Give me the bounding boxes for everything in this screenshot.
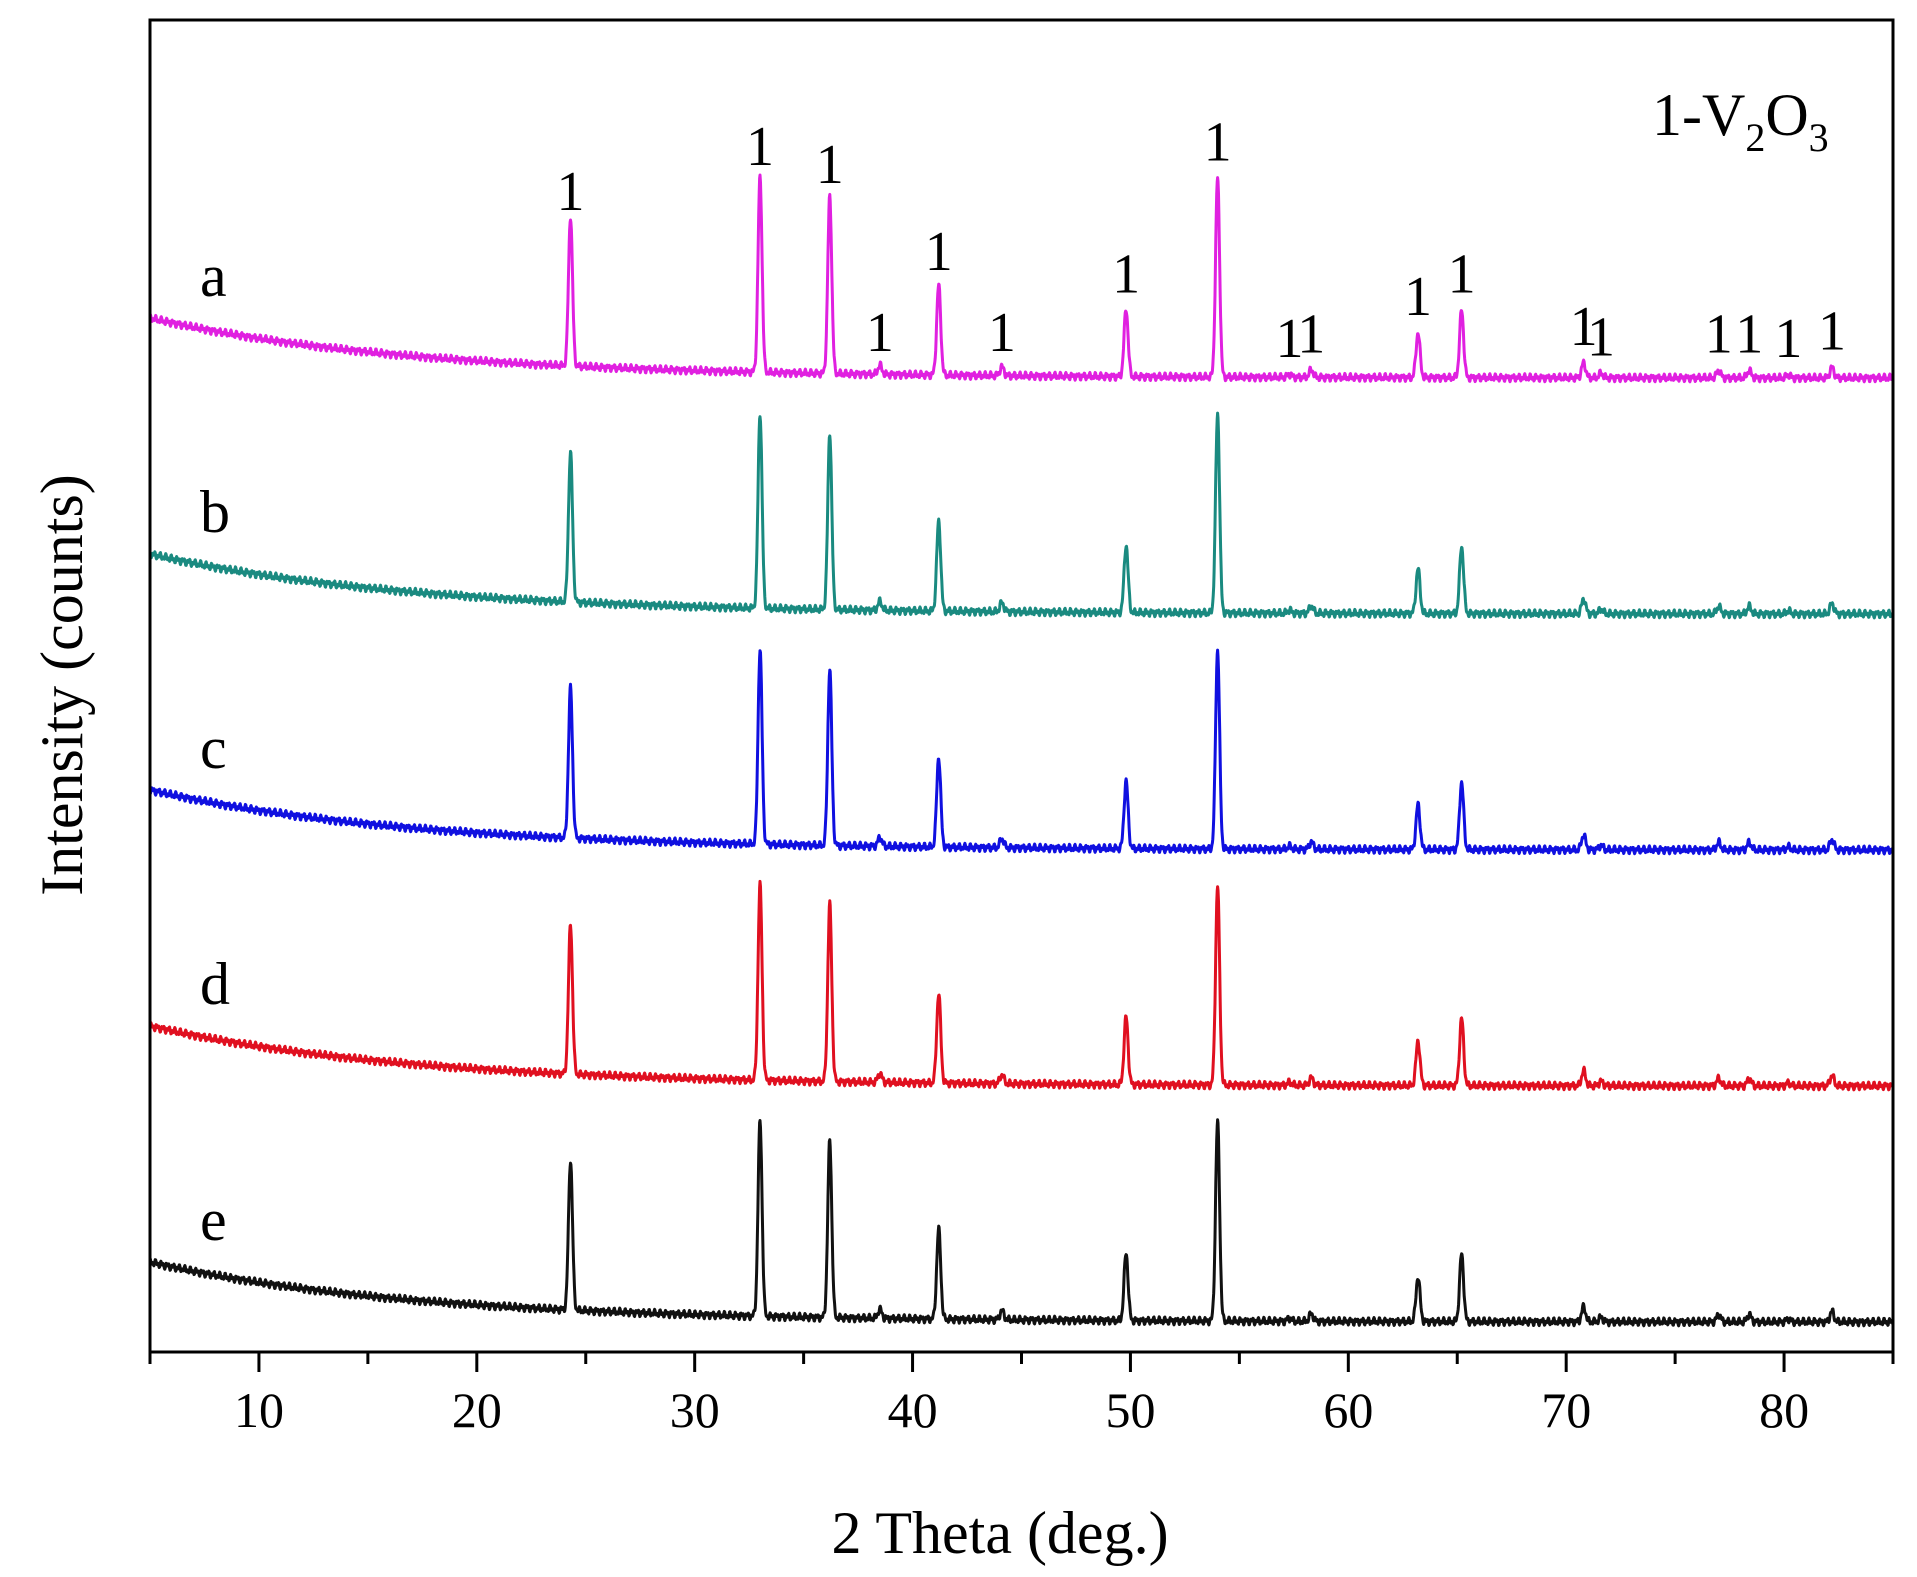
phase-legend-mid: O — [1765, 82, 1808, 148]
curve-a — [148, 173, 1895, 384]
x-tick-label: 50 — [1105, 1382, 1155, 1438]
peak-marker: 1 — [866, 302, 894, 364]
curve-label-b: b — [200, 479, 230, 545]
curve-d — [148, 879, 1895, 1092]
phase-legend-sub2: 3 — [1809, 115, 1829, 160]
x-tick-label: 10 — [234, 1382, 284, 1438]
curve-label-d: d — [200, 951, 230, 1017]
x-tick-label: 20 — [452, 1382, 502, 1438]
peak-marker: 1 — [816, 134, 844, 196]
x-tick-label: 30 — [670, 1382, 720, 1438]
x-tick-label: 60 — [1323, 1382, 1373, 1438]
phase-legend-base: -V — [1682, 82, 1745, 148]
phase-legend-sub1: 2 — [1745, 115, 1765, 160]
plot-frame — [148, 18, 1895, 1354]
peak-marker: 1 — [1275, 308, 1303, 370]
curve-labels: a b c d e — [200, 243, 230, 1253]
curve-c — [148, 648, 1895, 856]
peak-marker: 1 — [746, 116, 774, 178]
x-axis-title: 2 Theta (deg.) — [831, 1500, 1168, 1566]
x-tick-label: 40 — [888, 1382, 938, 1438]
curve-label-c: c — [200, 715, 227, 781]
peak-marker: 1 — [1818, 301, 1846, 363]
curve-group — [148, 173, 1895, 1328]
x-axis: 10 20 30 40 50 60 70 80 — [148, 1352, 1895, 1438]
x-tick-label: 70 — [1541, 1382, 1591, 1438]
peak-marker: 1 — [556, 161, 584, 223]
peak-marker: 1 — [1404, 266, 1432, 328]
peak-marker: 1 — [1204, 112, 1232, 174]
y-axis-title: Intensity (counts) — [29, 474, 95, 896]
phase-legend-number: 1 — [1652, 82, 1682, 148]
peak-marker: 1 — [1774, 308, 1802, 370]
peak-marker: 1 — [1297, 304, 1325, 366]
peak-marker: 1 — [1705, 304, 1733, 366]
x-tick-label: 80 — [1759, 1382, 1809, 1438]
peak-marker: 1 — [925, 221, 953, 283]
curve-e — [148, 1118, 1895, 1328]
peak-marker: 1 — [1570, 296, 1598, 358]
curve-label-a: a — [200, 243, 227, 309]
peak-marker: 1 — [1448, 244, 1476, 306]
curve-b — [148, 411, 1895, 620]
peak-marker: 1 — [1735, 304, 1763, 366]
peak-marker: 1 — [988, 302, 1016, 364]
peak-marker: 1 — [1112, 244, 1140, 306]
phase-legend: 1-V2O3 — [1652, 82, 1829, 160]
peak-marker: 1 — [1587, 307, 1615, 369]
curve-label-e: e — [200, 1187, 227, 1253]
